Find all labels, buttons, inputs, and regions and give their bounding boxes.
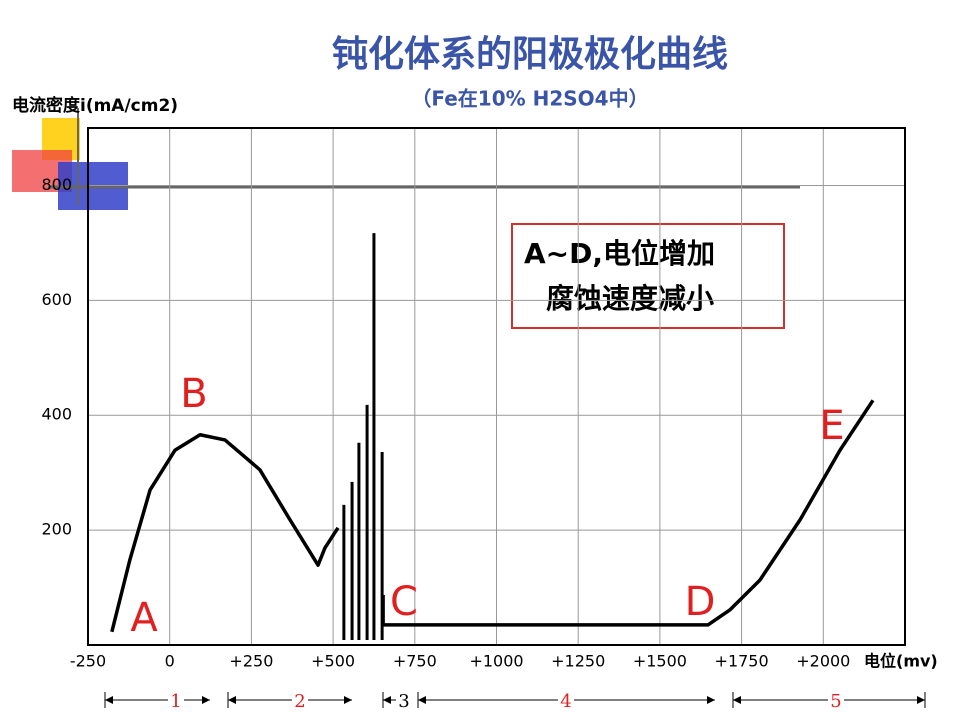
y-tick-label: 200	[41, 520, 72, 539]
x-tick-label: +1250	[551, 652, 605, 671]
point-label: A	[130, 595, 158, 641]
region-label: 1	[170, 691, 181, 712]
arrow-head	[707, 696, 715, 704]
x-tick-label: -250	[70, 652, 106, 671]
note-line: A~D,电位增加	[524, 237, 715, 270]
note-box	[511, 223, 785, 329]
y-axis-label: 电流密度i(mA/cm2)	[12, 95, 178, 116]
x-tick-label: +750	[393, 652, 437, 671]
y-tick-label: 800	[41, 175, 72, 194]
x-tick-label: +250	[229, 652, 273, 671]
x-tick-label: +500	[311, 652, 355, 671]
y-tick-label: 600	[41, 290, 72, 309]
arrow-head	[202, 696, 210, 704]
label-bg	[292, 690, 308, 710]
y-tick-label: 400	[41, 405, 72, 424]
region-label: 2	[294, 691, 305, 712]
point-label: B	[180, 371, 207, 417]
arrow-head	[917, 696, 925, 704]
arrow-head	[105, 696, 113, 704]
chart-title: 钝化体系的阳极极化曲线	[332, 34, 728, 75]
label-bg	[828, 690, 844, 710]
x-tick-label: +1500	[633, 652, 687, 671]
x-tick-label: +1000	[469, 652, 523, 671]
label-bg	[558, 690, 574, 710]
chart-subtitle: （Fe在10% H2SO4中）	[411, 87, 648, 111]
point-label: C	[390, 579, 418, 625]
plot-frame	[87, 127, 906, 646]
x-axis-label: 电位(mv)	[864, 652, 938, 671]
arrow-head	[344, 696, 352, 704]
region-label: 4	[560, 691, 571, 712]
note-line: 腐蚀速度减小	[546, 282, 714, 315]
x-tick-label: +1750	[715, 652, 769, 671]
x-tick-label: +2000	[796, 652, 850, 671]
label-bg	[168, 690, 184, 710]
region-label: 5	[830, 691, 841, 712]
point-label: D	[685, 579, 716, 625]
curve	[110, 399, 875, 633]
region-label: 3	[398, 691, 409, 712]
arrow-head	[418, 696, 426, 704]
x-tick-label: 0	[165, 652, 175, 671]
point-label: E	[819, 403, 844, 449]
arrow-head	[228, 696, 236, 704]
arrow-head	[733, 696, 741, 704]
label-bg	[396, 690, 412, 710]
arrow-head	[383, 696, 391, 704]
